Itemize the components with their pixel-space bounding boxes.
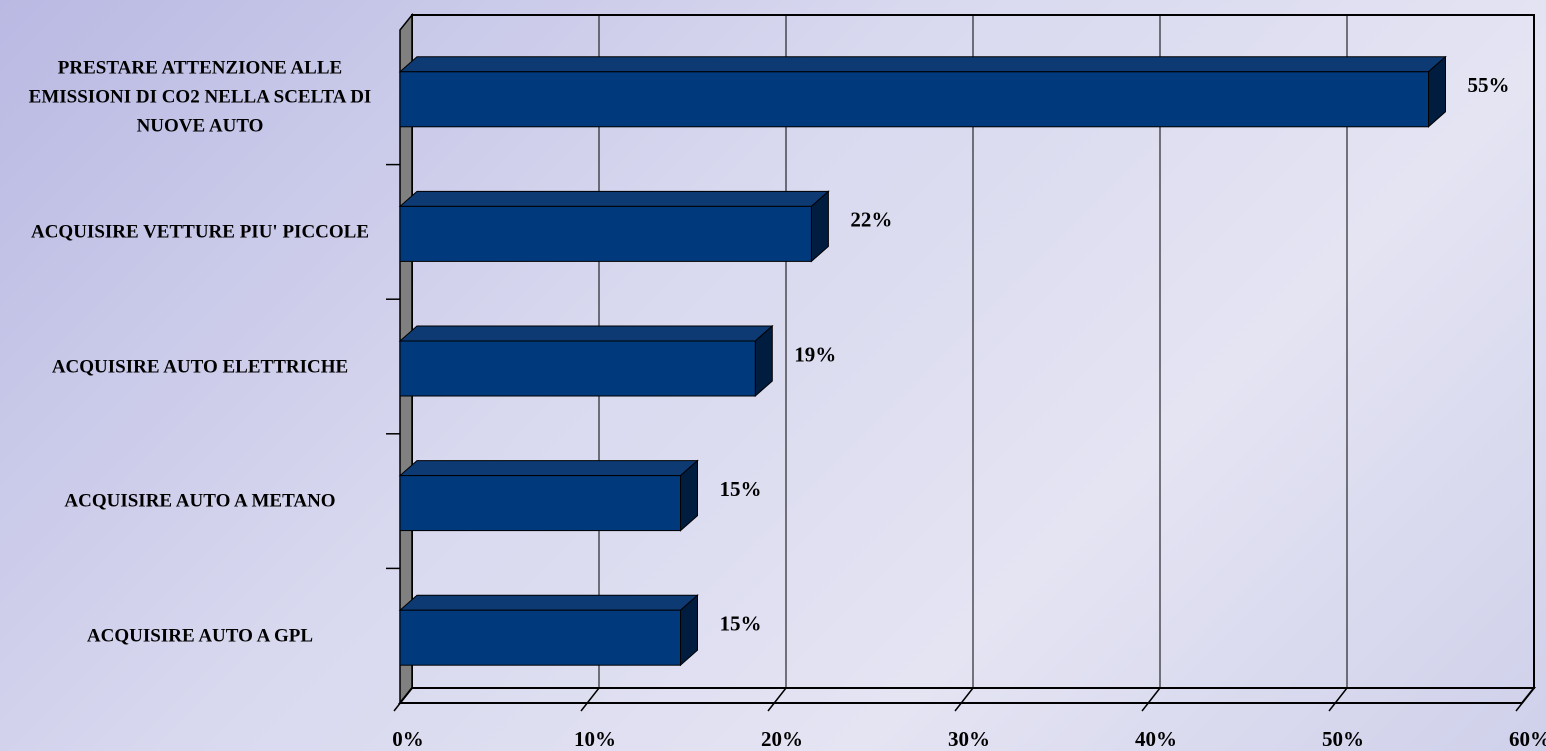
category-label: ACQUISIRE VETTURE PIU' PICCOLE — [30, 221, 370, 243]
tick-mark — [393, 687, 413, 712]
tick-mark — [954, 687, 974, 712]
category-label: ACQUISIRE AUTO ELETTRICHE — [51, 356, 349, 377]
x-tick-label: 0% — [392, 727, 424, 751]
bar — [399, 609, 681, 666]
bar — [399, 205, 812, 262]
x-tick-label: 40% — [1135, 727, 1177, 751]
bar — [399, 340, 756, 397]
tick-mark — [767, 687, 787, 712]
tick-mark — [1328, 687, 1348, 712]
value-label: 55% — [1468, 73, 1510, 97]
value-label: 19% — [794, 342, 836, 366]
category-label: PRESTARE ATTENZIONE ALLE EMISSIONI DI CO… — [28, 57, 372, 137]
value-label: 22% — [850, 208, 892, 232]
x-tick-label: 60% — [1509, 727, 1546, 751]
bar-top — [398, 190, 830, 207]
bar-top — [398, 325, 774, 342]
tick-mark — [580, 687, 600, 712]
category-label: ACQUISIRE AUTO A GPL — [86, 625, 314, 647]
x-tick-label: 50% — [1322, 727, 1364, 751]
x-tick-label: 10% — [574, 727, 616, 751]
value-label: 15% — [720, 477, 762, 501]
tick-mark — [1515, 687, 1535, 712]
bar — [399, 71, 1429, 128]
x-tick-label: 30% — [948, 727, 990, 751]
tick-mark — [1141, 687, 1161, 712]
value-label: 15% — [720, 612, 762, 636]
bar — [399, 475, 681, 532]
bar-top — [398, 460, 699, 477]
bar-top — [398, 594, 699, 611]
x-tick-label: 20% — [761, 727, 803, 751]
bar-top — [398, 56, 1447, 73]
category-label: ACQUISIRE AUTO A METANO — [64, 490, 336, 512]
